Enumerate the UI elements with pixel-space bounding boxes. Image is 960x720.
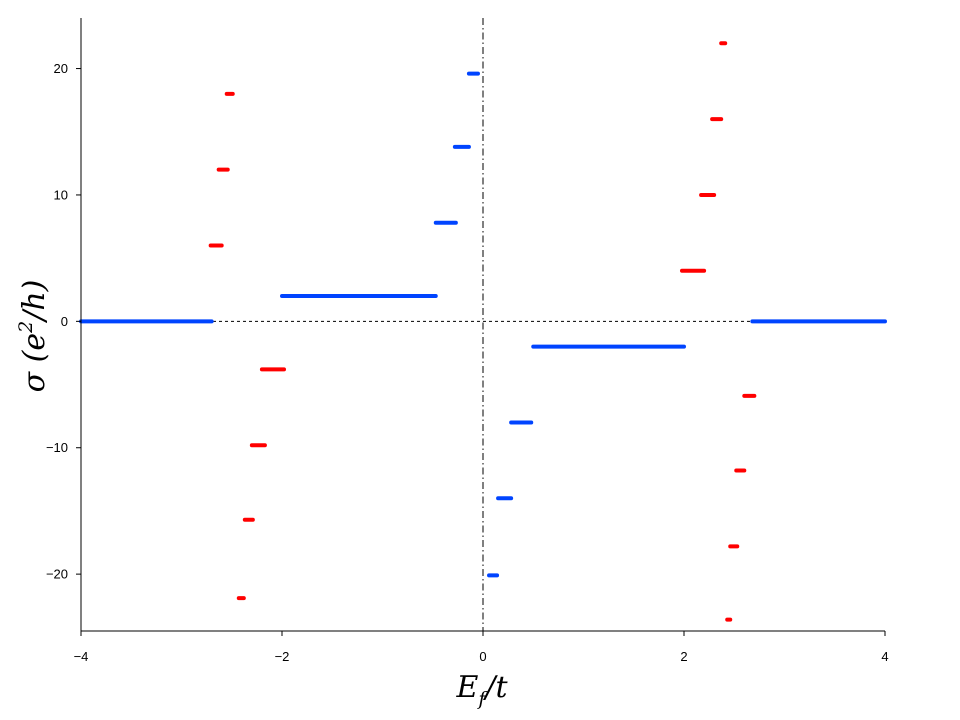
x-tick-label: 0 bbox=[479, 649, 486, 664]
x-tick-label: −4 bbox=[74, 649, 89, 664]
x-tick-label: 4 bbox=[881, 649, 888, 664]
y-tick-label: 20 bbox=[54, 61, 68, 76]
x-axis-title: Ef/t bbox=[455, 670, 508, 710]
x-tick-label: 2 bbox=[680, 649, 687, 664]
y-tick-label: −20 bbox=[46, 567, 68, 582]
y-tick-label: 0 bbox=[61, 314, 68, 329]
x-tick-label: −2 bbox=[275, 649, 290, 664]
y-tick-label: 10 bbox=[54, 187, 68, 202]
reference-lines bbox=[81, 18, 885, 631]
y-tick-label: −10 bbox=[46, 440, 68, 455]
data-segments bbox=[79, 41, 887, 622]
y-axis-title: σ (e2/h) bbox=[15, 280, 52, 393]
